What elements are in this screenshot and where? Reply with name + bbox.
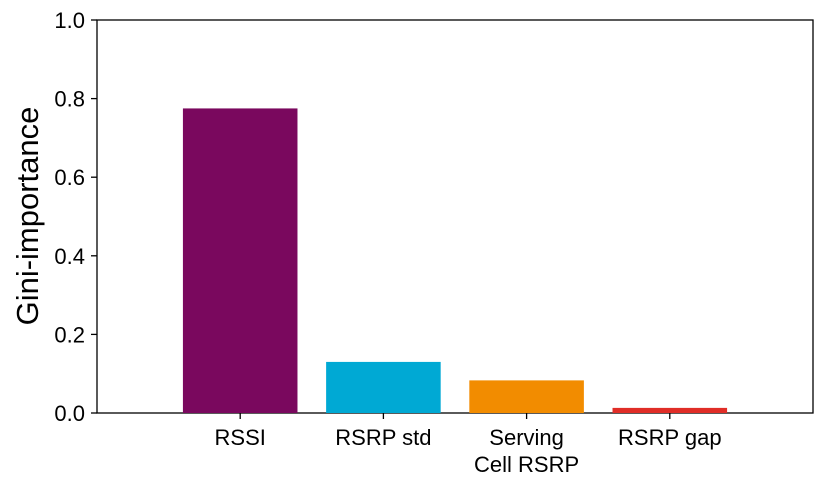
bar-1 [326, 361, 441, 413]
x-tick-label: RSRP std [335, 425, 431, 450]
bar-2 [469, 380, 584, 413]
y-tick-label: 0.0 [54, 401, 85, 426]
x-tick-label: RSRP gap [618, 425, 722, 450]
y-tick-label: 0.4 [54, 244, 85, 269]
bar-0 [182, 108, 298, 414]
x-tick-label: Serving [489, 425, 564, 450]
y-tick-label: 0.6 [54, 165, 85, 190]
bar-3 [612, 407, 728, 413]
y-axis-label: Gini-importance [10, 107, 45, 326]
x-tick-label: RSSI [215, 425, 266, 450]
y-tick-label: 0.8 [54, 87, 85, 112]
y-tick-label: 0.2 [54, 322, 85, 347]
x-tick-label: Cell RSRP [474, 452, 579, 477]
y-tick-label: 1.0 [54, 8, 85, 33]
